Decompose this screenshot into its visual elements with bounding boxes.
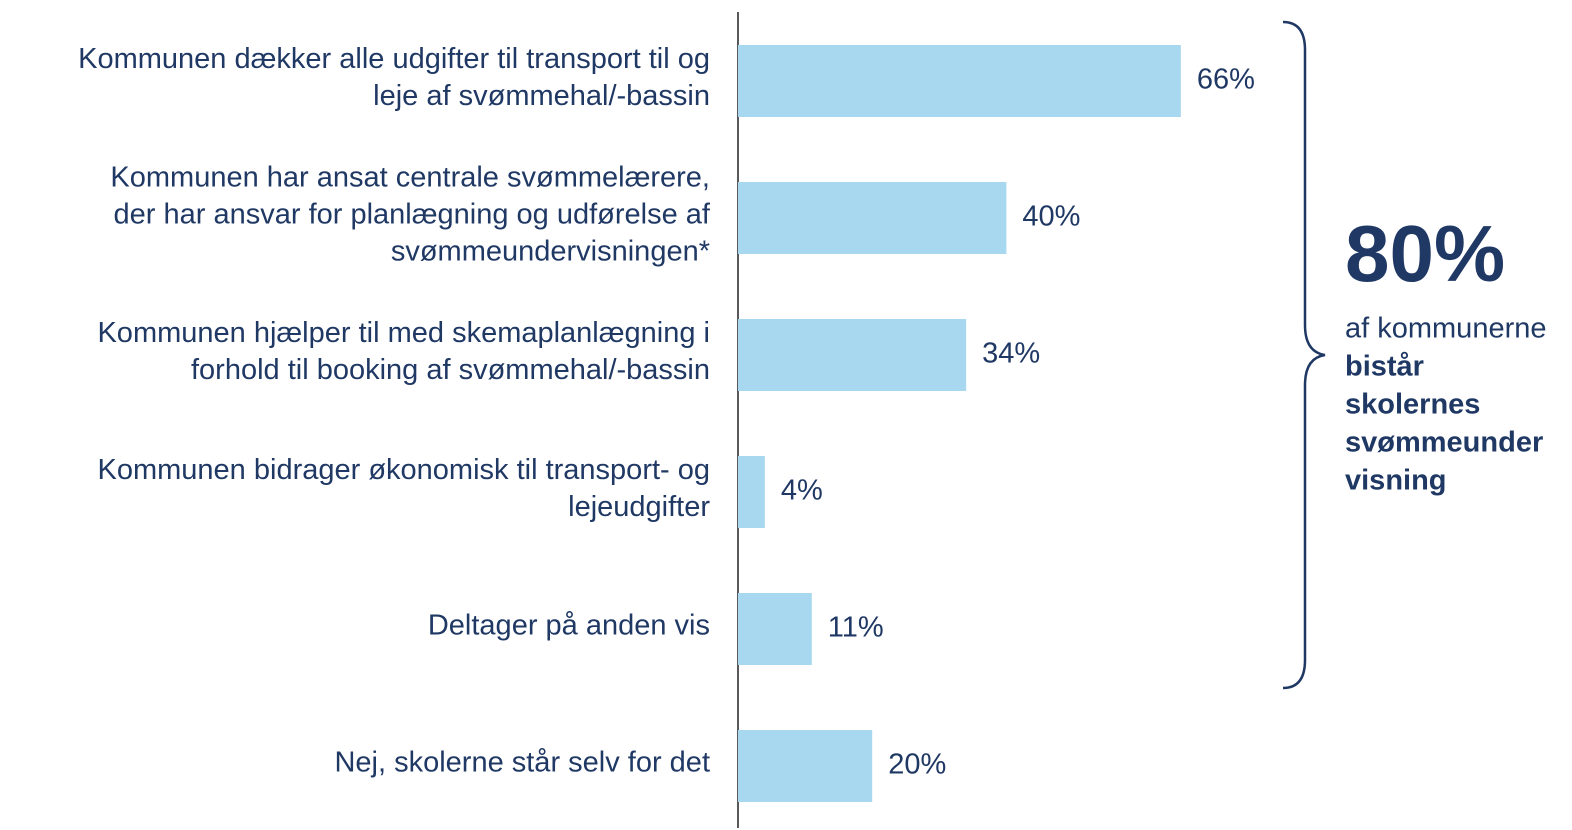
annotation-bold-line: svømmeunder <box>1345 427 1543 459</box>
bar <box>738 730 873 802</box>
category-label: Kommunen bidrager økonomisk til transpor… <box>98 454 710 486</box>
category-label: der har ansvar for planlægning og udføre… <box>114 199 711 231</box>
bar <box>738 45 1181 117</box>
value-label: 66% <box>1197 64 1255 96</box>
category-label: Deltager på anden vis <box>428 610 710 642</box>
brace <box>1282 20 1326 690</box>
value-label: 11% <box>828 612 884 644</box>
value-label: 40% <box>1022 201 1080 233</box>
bar <box>738 593 812 665</box>
annotation-line: af kommunerne <box>1345 313 1547 345</box>
annotation-bold-line: skolernes <box>1345 389 1480 421</box>
annotation-headline: 80% <box>1345 209 1505 298</box>
value-label: 4% <box>781 475 823 507</box>
annotation-bold-line: bistår <box>1345 351 1424 383</box>
value-label: 20% <box>888 749 946 781</box>
value-label: 34% <box>982 338 1040 370</box>
annotation-bold-line: visning <box>1345 465 1447 497</box>
category-label: lejeudgifter <box>568 491 710 523</box>
category-label: svømmeundervisningen* <box>391 236 710 268</box>
category-label: leje af svømmehal/-bassin <box>373 80 710 112</box>
category-label: Kommunen dækker alle udgifter til transp… <box>78 43 710 75</box>
category-label: Kommunen har ansat centrale svømmelærere… <box>110 162 710 194</box>
bar <box>738 456 765 528</box>
category-label: Kommunen hjælper til med skemaplanlægnin… <box>97 317 710 349</box>
category-label: Nej, skolerne står selv for det <box>334 747 710 779</box>
category-label: forhold til booking af svømmehal/-bassin <box>191 354 710 386</box>
bar <box>738 182 1007 254</box>
bar <box>738 319 967 391</box>
